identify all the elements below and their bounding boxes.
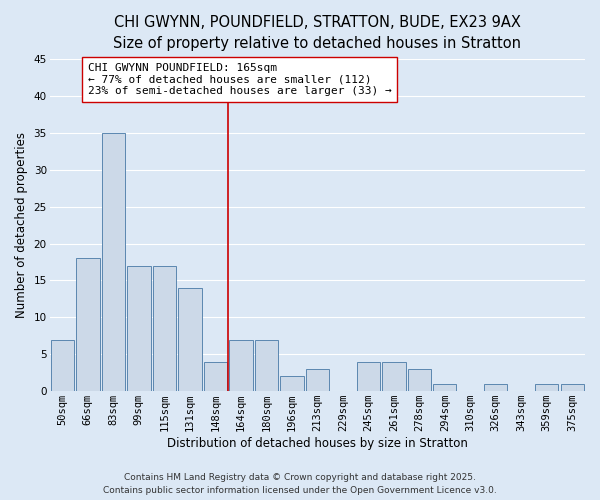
Bar	[305, 369, 329, 391]
Bar	[382, 362, 406, 391]
Bar	[356, 362, 380, 391]
Bar	[127, 266, 151, 391]
Text: Contains HM Land Registry data © Crown copyright and database right 2025.
Contai: Contains HM Land Registry data © Crown c…	[103, 473, 497, 495]
Bar	[101, 133, 125, 391]
Bar	[254, 340, 278, 391]
Bar	[560, 384, 584, 391]
Bar	[152, 266, 176, 391]
Bar	[178, 288, 202, 391]
X-axis label: Distribution of detached houses by size in Stratton: Distribution of detached houses by size …	[167, 437, 468, 450]
Bar	[50, 340, 74, 391]
Y-axis label: Number of detached properties: Number of detached properties	[15, 132, 28, 318]
Bar	[280, 376, 304, 391]
Bar	[535, 384, 559, 391]
Text: CHI GWYNN POUNDFIELD: 165sqm
← 77% of detached houses are smaller (112)
23% of s: CHI GWYNN POUNDFIELD: 165sqm ← 77% of de…	[88, 63, 392, 96]
Bar	[229, 340, 253, 391]
Bar	[407, 369, 431, 391]
Bar	[484, 384, 508, 391]
Bar	[203, 362, 227, 391]
Title: CHI GWYNN, POUNDFIELD, STRATTON, BUDE, EX23 9AX
Size of property relative to det: CHI GWYNN, POUNDFIELD, STRATTON, BUDE, E…	[113, 15, 521, 51]
Bar	[433, 384, 457, 391]
Bar	[76, 258, 100, 391]
